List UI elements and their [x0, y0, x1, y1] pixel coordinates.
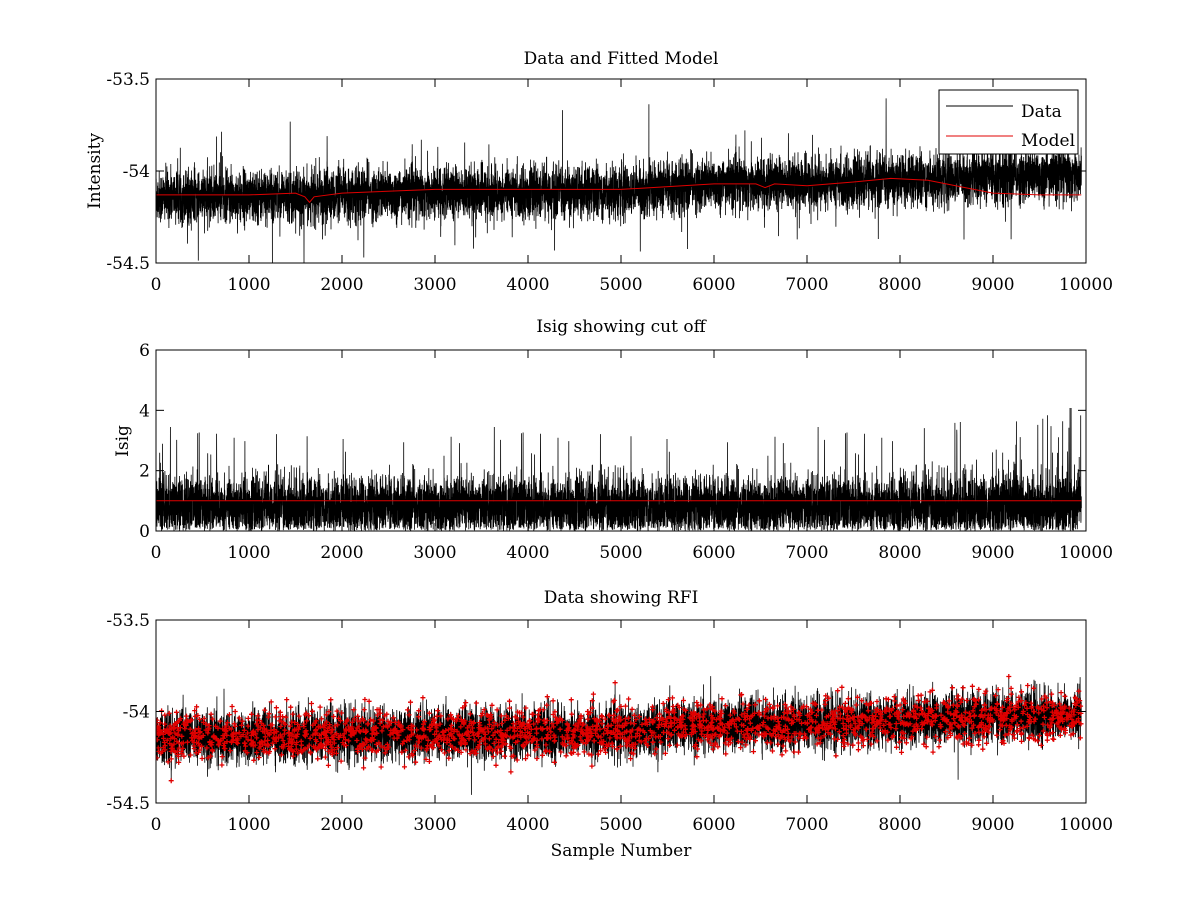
chart-title: Data and Fitted Model: [524, 49, 719, 69]
series-layer: [156, 407, 1082, 531]
y-tick-label: 2: [139, 462, 150, 482]
x-tick-label: 9000: [971, 275, 1014, 295]
series-layer: [156, 674, 1084, 795]
x-tick-label: 3000: [413, 275, 456, 295]
x-tick-label: 9000: [971, 815, 1014, 835]
x-tick-label: 8000: [878, 815, 921, 835]
legend-box: [938, 89, 1079, 155]
x-tick-label: 1000: [227, 275, 270, 295]
y-tick-label: -53.5: [106, 611, 150, 631]
x-tick-label: 7000: [785, 543, 828, 563]
panel-isig-cut-off: Isig showing cut off Isig 0 1000 2000 3000 4…: [113, 317, 1113, 563]
x-tick-label: 2000: [320, 275, 363, 295]
x-tick-label: 7000: [785, 275, 828, 295]
x-tick-label: 2000: [320, 815, 363, 835]
x-axis-label: Sample Number: [551, 841, 693, 861]
x-tick-label: 4000: [506, 275, 549, 295]
x-tick-label: 4000: [506, 543, 549, 563]
x-tick-label: 8000: [878, 543, 921, 563]
x-tick-label: 10000: [1059, 543, 1113, 563]
y-tick-label: 4: [139, 401, 150, 421]
chart-title: Isig showing cut off: [536, 317, 707, 337]
x-tick-label: 5000: [599, 543, 642, 563]
x-tick-label: 6000: [692, 815, 735, 835]
y-tick-label: -54.5: [106, 794, 150, 814]
tick-layer: 0 1000 2000 3000 4000 5000 6000 7000 8000 9000 100…: [106, 70, 1113, 295]
panel-data-showing-rfi: Data showing RFI Sample Number 0 1000 2000…: [106, 588, 1113, 861]
y-axis-label: Isig: [113, 425, 133, 457]
plot-frame: [155, 78, 1087, 264]
y-tick-label: 6: [139, 341, 150, 361]
tick-layer: 0 1000 2000 3000 4000 5000 6000 7000 8000 9000 100…: [139, 341, 1113, 563]
x-tick-label: 3000: [413, 543, 456, 563]
x-tick-label: 1000: [227, 543, 270, 563]
x-tick-label: 0: [151, 275, 162, 295]
tick-layer: 0 1000 2000 3000 4000 5000 6000 7000 8000 9000 100…: [106, 611, 1113, 835]
data-series-line: [156, 92, 1082, 263]
x-tick-label: 3000: [413, 815, 456, 835]
plot-frame: [155, 619, 1087, 804]
chart-title: Data showing RFI: [544, 588, 699, 608]
x-tick-label: 2000: [320, 543, 363, 563]
model-line: [156, 177, 1082, 204]
x-tick-label: 0: [151, 815, 162, 835]
y-tick-label: -53.5: [106, 70, 150, 90]
x-tick-label: 10000: [1059, 275, 1113, 295]
rfi-markers: [156, 674, 1084, 784]
x-tick-label: 5000: [599, 275, 642, 295]
plot-frame: [155, 349, 1087, 532]
y-tick-label: -54: [123, 162, 150, 182]
legend-label-model: Model: [1021, 131, 1075, 151]
isig-series-line: [156, 407, 1082, 531]
x-tick-label: 8000: [878, 275, 921, 295]
series-layer: [156, 92, 1082, 263]
y-tick-label: -54.5: [106, 254, 150, 274]
x-tick-label: 10000: [1059, 815, 1113, 835]
y-axis-label: Intensity: [85, 133, 105, 209]
x-tick-label: 9000: [971, 543, 1014, 563]
panel-data-and-fitted-model: Data and Fitted Model Intensity 0 1000 200…: [85, 49, 1113, 295]
x-tick-label: 6000: [692, 275, 735, 295]
y-tick-label: -54: [123, 703, 150, 723]
legend: Data Model: [938, 89, 1079, 155]
y-tick-label: 0: [139, 522, 150, 542]
x-tick-label: 5000: [599, 815, 642, 835]
x-tick-label: 7000: [785, 815, 828, 835]
x-tick-label: 1000: [227, 815, 270, 835]
x-tick-label: 6000: [692, 543, 735, 563]
x-tick-label: 0: [151, 543, 162, 563]
legend-label-data: Data: [1021, 102, 1062, 122]
x-tick-label: 4000: [506, 815, 549, 835]
